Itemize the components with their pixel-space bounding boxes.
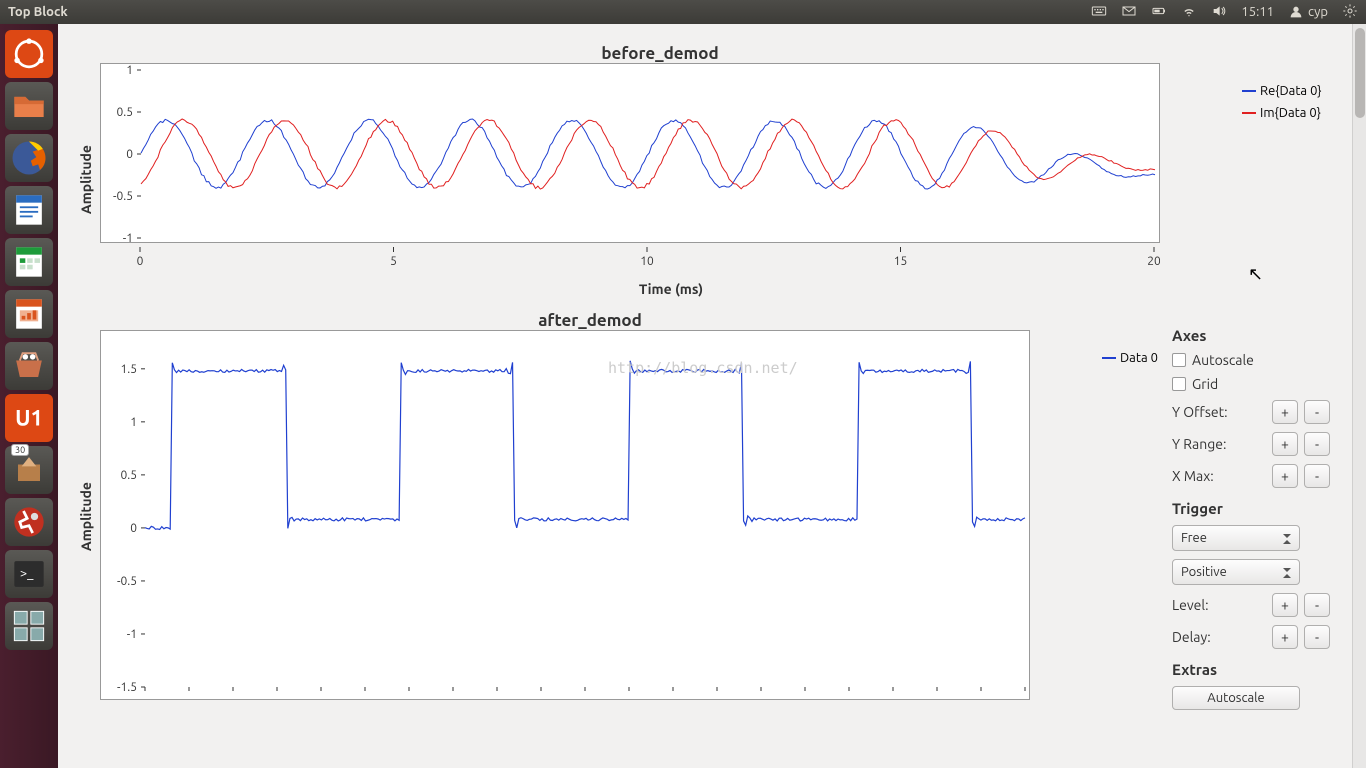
clock[interactable]: 15:11 <box>1241 5 1274 19</box>
calc-icon[interactable] <box>5 238 53 286</box>
svg-text:0: 0 <box>130 522 137 535</box>
svg-text:U1: U1 <box>15 405 43 430</box>
svg-text:0.5: 0.5 <box>121 469 138 482</box>
trigger-section-title: Trigger <box>1172 500 1330 517</box>
grid-checkbox[interactable] <box>1172 377 1186 391</box>
svg-text:15: 15 <box>894 255 908 268</box>
updater-icon[interactable]: 30 <box>5 446 53 494</box>
svg-text:1.5: 1.5 <box>121 363 138 376</box>
chart2-legend: Data 0 <box>1102 311 1172 718</box>
yoffset-minus-button[interactable]: - <box>1304 400 1330 424</box>
window-title: Top Block <box>8 5 68 19</box>
controls-panel: Axes Autoscale Grid Y Offset:+- Y Range:… <box>1172 311 1342 718</box>
dash-icon[interactable] <box>5 30 53 78</box>
svg-text:0: 0 <box>126 148 133 161</box>
svg-text:0: 0 <box>137 255 144 268</box>
software-center-icon[interactable] <box>5 342 53 390</box>
legend-item: Im{Data 0} <box>1242 106 1342 120</box>
autoscale-button[interactable]: Autoscale <box>1172 686 1300 710</box>
delay-minus-button[interactable]: - <box>1304 625 1330 649</box>
firefox-icon[interactable] <box>5 134 53 182</box>
chart2-title: after_demod <box>78 311 1102 330</box>
chart2-ylabel: Amplitude <box>78 482 94 551</box>
scrollbar-thumb[interactable] <box>1355 28 1365 118</box>
extras-section-title: Extras <box>1172 661 1330 678</box>
plots-panel: before_demod Amplitude -1-0.500.51 05101… <box>58 24 1352 768</box>
chart1-canvas: -1 -0.5 0 0.5 1 <box>100 63 1160 243</box>
svg-text:>_: >_ <box>20 567 34 581</box>
launcher: U1 30 >_ <box>0 24 58 768</box>
user-menu[interactable]: cyp <box>1288 4 1328 20</box>
gear-icon[interactable] <box>1342 3 1358 22</box>
svg-text:-1: -1 <box>123 232 133 243</box>
xmax-minus-button[interactable]: - <box>1304 464 1330 488</box>
volume-icon[interactable] <box>1211 3 1227 22</box>
trigger-slope-select[interactable]: Positive <box>1172 559 1300 585</box>
wifi-icon[interactable] <box>1181 3 1197 22</box>
yrange-plus-button[interactable]: + <box>1272 432 1298 456</box>
level-minus-button[interactable]: - <box>1304 593 1330 617</box>
battery-icon[interactable] <box>1151 3 1167 22</box>
chart1-title: before_demod <box>78 44 1242 63</box>
legend-item: Re{Data 0} <box>1242 84 1342 98</box>
svg-text:-1: -1 <box>127 628 137 641</box>
chart1-xaxis: 0 5 10 15 20 <box>100 247 1160 277</box>
mail-icon[interactable] <box>1121 3 1137 22</box>
legend-item: Data 0 <box>1102 351 1172 365</box>
svg-text:5: 5 <box>390 255 397 268</box>
svg-text:1: 1 <box>126 64 133 77</box>
chart2-canvas: -1.5 -1 -0.5 0 0.5 1 1.5 <box>100 330 1030 700</box>
system-tray: 15:11 cyp <box>1091 3 1358 22</box>
yrange-minus-button[interactable]: - <box>1304 432 1330 456</box>
ubuntu-one-icon[interactable]: U1 <box>5 394 53 442</box>
settings-icon[interactable] <box>5 498 53 546</box>
files-icon[interactable] <box>5 82 53 130</box>
svg-text:-1.5: -1.5 <box>117 681 137 694</box>
svg-text:1: 1 <box>130 416 137 429</box>
chart1-ylabel: Amplitude <box>78 145 94 214</box>
keyboard-icon[interactable] <box>1091 3 1107 22</box>
trigger-mode-select[interactable]: Free <box>1172 525 1300 551</box>
svg-text:-0.5: -0.5 <box>117 575 137 588</box>
chart-before-demod: before_demod Amplitude -1 -0.5 0 0.5 1 0 5 10 1… <box>78 44 1342 297</box>
svg-text:-0.5: -0.5 <box>113 190 133 203</box>
xmax-plus-button[interactable]: + <box>1272 464 1298 488</box>
axes-section-title: Axes <box>1172 327 1330 344</box>
yoffset-plus-button[interactable]: + <box>1272 400 1298 424</box>
content-area: before_demod Amplitude -1-0.500.51 05101… <box>58 24 1366 768</box>
delay-plus-button[interactable]: + <box>1272 625 1298 649</box>
chart1-legend: Re{Data 0} Im{Data 0} <box>1242 44 1342 297</box>
workspace-icon[interactable] <box>5 602 53 650</box>
svg-text:20: 20 <box>1147 255 1160 268</box>
svg-text:0.5: 0.5 <box>117 106 134 119</box>
menubar: Top Block 15:11 cyp <box>0 0 1366 24</box>
level-plus-button[interactable]: + <box>1272 593 1298 617</box>
autoscale-checkbox[interactable] <box>1172 353 1186 367</box>
scrollbar[interactable] <box>1352 24 1366 768</box>
svg-text:10: 10 <box>640 255 654 268</box>
terminal-icon[interactable]: >_ <box>5 550 53 598</box>
chart-after-demod: after_demod Amplitude -1.5 -1 -0.5 0 0.5 1 1.5… <box>78 311 1342 718</box>
writer-icon[interactable] <box>5 186 53 234</box>
impress-icon[interactable] <box>5 290 53 338</box>
chart1-xlabel: Time (ms) <box>100 281 1242 297</box>
